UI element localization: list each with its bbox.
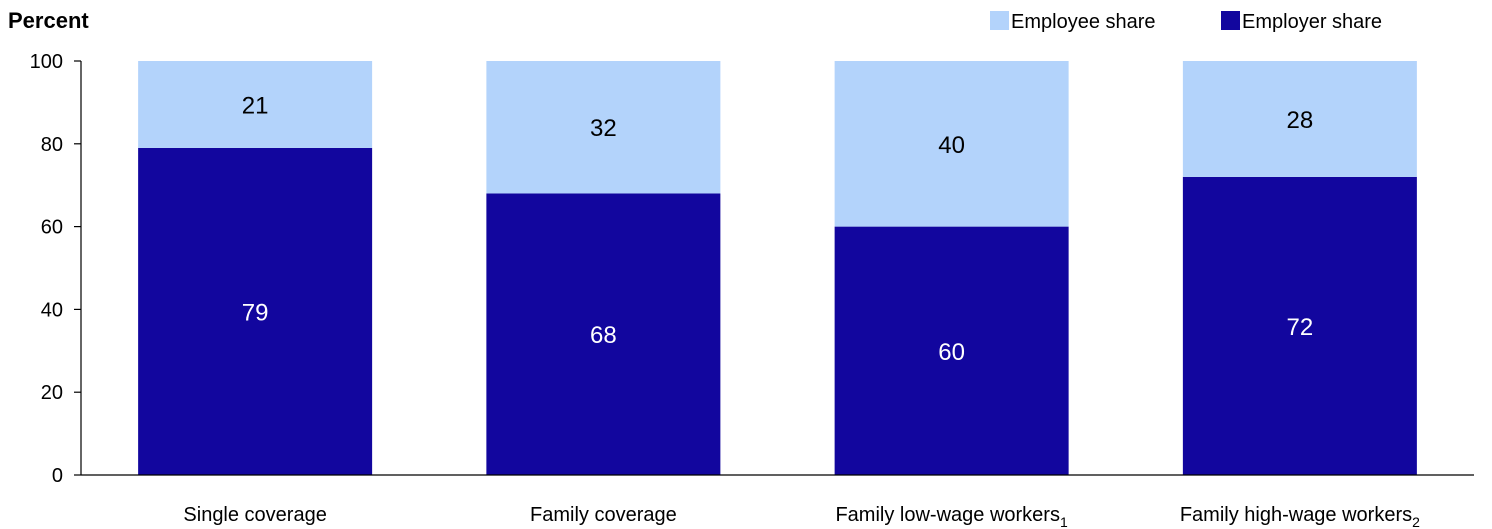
x-category-label-text: Family coverage — [530, 504, 677, 526]
legend-swatch — [1221, 11, 1240, 30]
y-tick-label: 80 — [41, 134, 63, 156]
y-tick-label: 60 — [41, 217, 63, 239]
legend-swatch — [990, 11, 1009, 30]
y-tick-label: 40 — [41, 299, 63, 321]
y-axis: 0 20 40 60 80 100 — [30, 51, 82, 487]
bar-segment — [138, 147, 373, 475]
x-category-footnote-marker: 1 — [1060, 514, 1068, 529]
data-label: 32 — [590, 115, 617, 142]
data-label: 21 — [242, 92, 269, 119]
data-label: 72 — [1287, 314, 1314, 341]
x-category-label: Single coverage — [183, 504, 326, 526]
x-category-label: Family high-wage workers2 — [1180, 504, 1420, 529]
bar-segment — [834, 61, 1069, 227]
data-label: 79 — [242, 299, 269, 326]
bars: 79 21 68 32 60 40 72 28 — [138, 61, 1417, 476]
bar-segment — [486, 61, 721, 194]
x-category-label: Family low-wage workers1 — [835, 504, 1068, 529]
x-category-footnote-marker: 2 — [1412, 514, 1420, 529]
data-label: 40 — [938, 132, 965, 159]
x-category-label-text: Single coverage — [183, 504, 326, 526]
legend-label: Employee share — [1011, 11, 1156, 33]
x-axis: Single coverage Family coverage Family low… — [81, 474, 1474, 529]
x-category-label-text: Family high-wage workers — [1180, 504, 1412, 526]
legend-label: Employer share — [1242, 11, 1382, 33]
bar-segment — [1182, 61, 1417, 177]
y-tick-label: 20 — [41, 382, 63, 404]
bar-segment — [834, 226, 1069, 475]
data-label: 28 — [1287, 107, 1314, 134]
bar-segment — [138, 61, 373, 148]
data-label: 60 — [938, 339, 965, 366]
y-tick-label: 0 — [52, 465, 63, 487]
data-label: 68 — [590, 322, 617, 349]
bar-segment — [1182, 176, 1417, 476]
y-tick-label: 100 — [30, 51, 63, 73]
bar-segment — [486, 193, 721, 476]
x-category-label: Family coverage — [530, 504, 677, 526]
x-category-label-text: Family low-wage workers — [835, 504, 1060, 526]
legend: Employee share Employer share — [990, 11, 1382, 33]
y-axis-title: Percent — [8, 8, 89, 33]
